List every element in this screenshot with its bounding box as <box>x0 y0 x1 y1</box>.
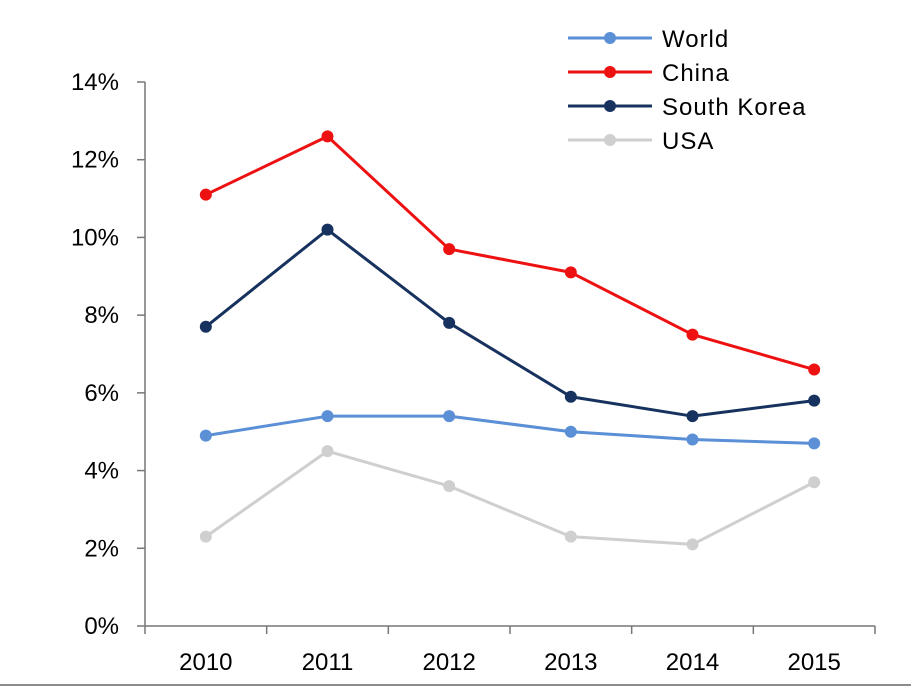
x-tick-labels: 2010 2011 2012 2013 2014 2015 <box>179 649 841 676</box>
legend-label: China <box>662 60 730 87</box>
data-point-world <box>443 410 456 423</box>
data-point-china <box>321 130 334 143</box>
data-point-world <box>199 429 212 442</box>
y-tick-label: 4% <box>84 458 119 485</box>
series-south-korea <box>199 223 821 423</box>
y-tick-label: 2% <box>84 535 119 562</box>
data-point-usa <box>686 538 699 551</box>
x-tick-label: 2015 <box>787 649 840 676</box>
y-tick-labels: 0% 2% 4% 6% 8% 10% 12% 14% <box>71 69 119 640</box>
y-tick-label: 12% <box>71 147 119 174</box>
y-tick-label: 8% <box>84 302 119 329</box>
legend-swatch-marker <box>604 66 616 78</box>
data-point-china <box>686 328 699 341</box>
legend-swatch-marker <box>604 134 616 146</box>
series-china <box>199 130 821 376</box>
series-line-usa <box>204 449 815 546</box>
series-line-china <box>205 134 815 371</box>
data-point-china <box>808 363 821 376</box>
legend-label: USA <box>662 128 714 155</box>
legend-item-world: World <box>568 26 729 53</box>
series-line-south-korea <box>204 228 815 418</box>
axes <box>137 81 876 634</box>
data-point-world <box>686 433 699 446</box>
data-point-china <box>199 188 212 201</box>
x-tick-label: 2013 <box>544 649 597 676</box>
data-point-world <box>321 410 334 423</box>
y-tick-label: 14% <box>71 69 119 96</box>
legend-item-south-korea: South Korea <box>568 94 806 121</box>
data-point-south-korea <box>199 320 212 333</box>
data-point-usa <box>564 530 577 543</box>
data-point-world <box>564 425 577 438</box>
data-point-south-korea <box>686 410 699 423</box>
series-usa <box>199 445 821 551</box>
data-point-south-korea <box>564 390 577 403</box>
data-point-usa <box>199 530 212 543</box>
data-point-usa <box>808 476 821 489</box>
data-point-south-korea <box>443 316 456 329</box>
legend-label: World <box>662 26 729 53</box>
series-layer <box>199 130 821 551</box>
x-tick-label: 2011 <box>302 649 354 676</box>
x-tick-label: 2014 <box>666 649 719 676</box>
legend-item-china: China <box>568 60 730 87</box>
legend-swatch-marker <box>604 32 616 44</box>
y-tick-label: 6% <box>84 380 119 407</box>
data-point-south-korea <box>808 394 821 407</box>
data-point-usa <box>443 480 456 493</box>
data-point-china <box>443 243 456 256</box>
data-point-usa <box>321 445 334 458</box>
data-point-south-korea <box>321 223 334 236</box>
y-tick-label: 10% <box>71 224 119 251</box>
x-tick-label: 2012 <box>422 649 475 676</box>
y-tick-label: 0% <box>84 613 119 640</box>
bottom-rule <box>0 684 911 686</box>
legend: World China South Korea USA <box>568 26 806 155</box>
x-tick-label: 2010 <box>179 649 232 676</box>
legend-label: South Korea <box>662 94 806 121</box>
series-world <box>199 410 821 450</box>
series-line-world <box>205 414 815 445</box>
data-point-world <box>808 437 821 450</box>
legend-swatch-marker <box>604 100 616 112</box>
data-point-china <box>564 266 577 279</box>
legend-item-usa: USA <box>568 128 714 155</box>
